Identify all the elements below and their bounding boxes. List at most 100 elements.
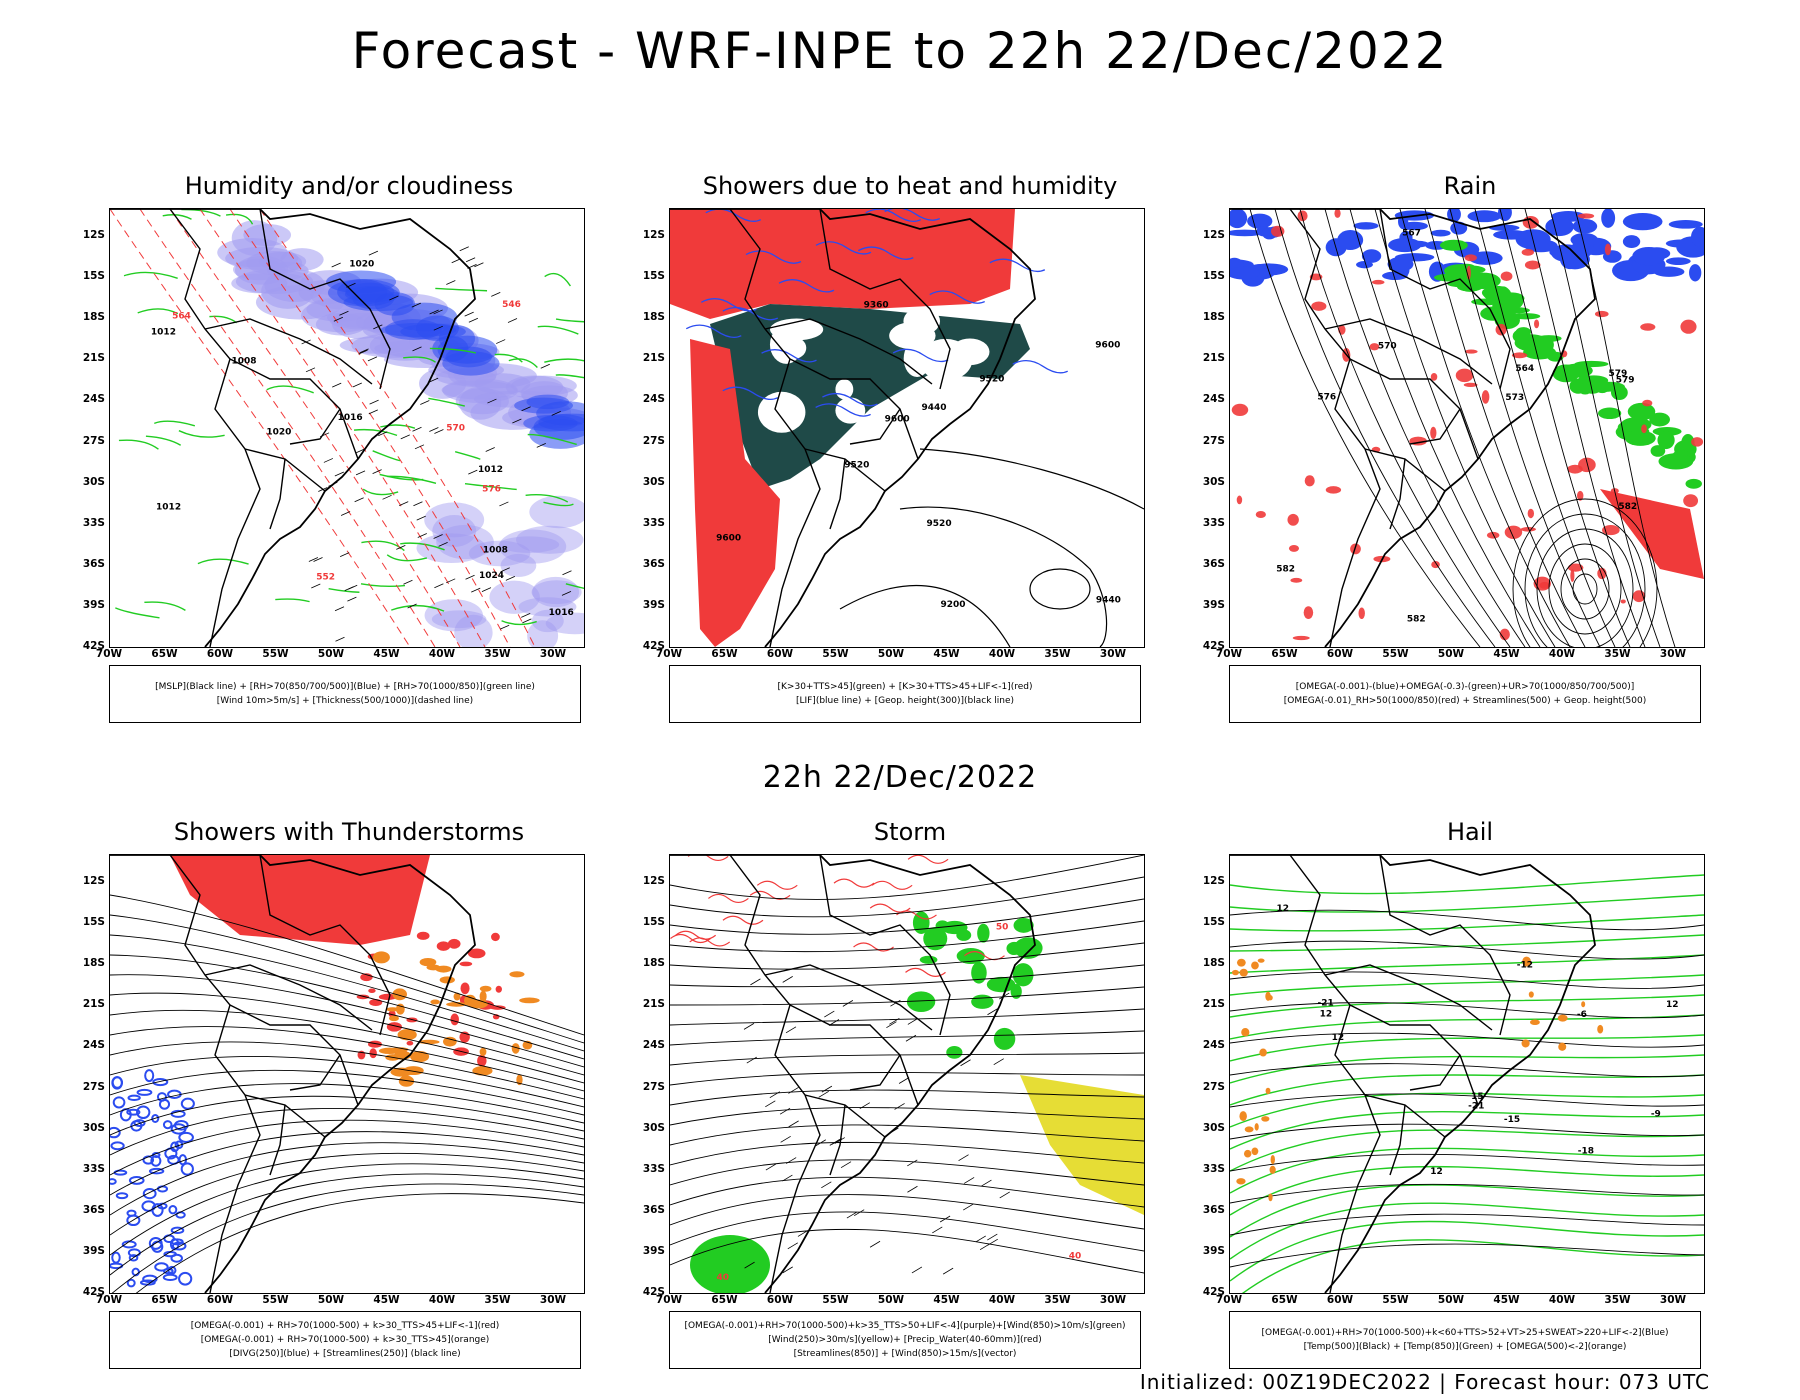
latitude-tick-label: 21S [1202,998,1225,1011]
legend-line: [OMEGA(-0.001) + RH>70(1000-500) + k>30_… [200,1335,490,1345]
panel-legend: [OMEGA(-0.001)-(blue)+OMEGA(-0.3)-(green… [1229,665,1701,723]
latitude-tick-label: 42S [1202,1286,1225,1298]
latitude-tick-label: 39S [1202,598,1225,611]
contour-label: -12 [1517,961,1533,971]
contour-label: 1008 [483,545,508,555]
longitude-tick-label: 60W [766,1294,794,1306]
latitude-tick-label: 33S [642,1162,665,1175]
latitude-tick-label: 21S [82,998,105,1011]
latitude-tick-label: 27S [1202,434,1225,447]
init-footer: Initialized: 00Z19DEC2022 | Forecast hou… [1139,1370,1710,1394]
longitude-tick-label: 70W [95,648,123,660]
legend-line: [OMEGA(-0.001)+RH>70(1000-500)+k<60+TTS>… [1261,1328,1669,1338]
contour-label: 40 [1069,1252,1082,1262]
legend-line: [Wind(250)>30m/s](yellow)+ [Precip_Water… [768,1335,1042,1345]
panel-legend: [MSLP](Black line) + [RH>70(850/700/500)… [109,665,581,723]
latitude-tick-label: 18S [642,311,665,324]
contour-label: 12 [1666,1000,1679,1010]
contour-label: 9520 [927,519,952,529]
map-canvas: 12 12 12 15 -6 -9 -12 -15 -18 -21 -21 12 12 [1230,855,1704,1293]
longitude-axis: 70W 65W 60W 55W 50W 45W 40W 35W 30W [656,1294,1143,1308]
latitude-tick-label: 30S [1202,1121,1225,1134]
forecast-map [109,854,585,1294]
map-canvas: 582 582 579 576 573 570 567 564 582 579 [1230,209,1704,647]
latitude-tick-label: 33S [82,516,105,529]
longitude-tick-label: 70W [1215,648,1243,660]
contour-label: 50 [996,922,1009,932]
latitude-tick-label: 24S [1202,1039,1225,1052]
longitude-tick-label: 55W [262,648,289,660]
longitude-tick-label: 60W [1326,648,1354,660]
longitude-tick-label: 60W [206,1294,234,1306]
panel-title: Showers with Thunderstorms [173,818,525,846]
contour-label: 9440 [921,403,946,413]
longitude-tick-label: 65W [711,1294,738,1306]
latitude-tick-label: 30S [642,475,665,488]
contour-label: 570 [446,423,465,433]
latitude-tick-label: 36S [642,1203,665,1216]
map-canvas: 40 50 40 [670,855,1144,1293]
contour-label: 564 [172,311,191,321]
forecast-map: 1012 1012 1008 1008 1016 1020 1024 1020 570 564 55… [109,208,585,648]
latitude-tick-label: 21S [82,352,105,365]
panel-title: Rain [1443,172,1497,200]
longitude-tick-label: 35W [1044,1294,1071,1306]
longitude-tick-label: 60W [766,648,794,660]
longitude-tick-label: 45W [1493,1294,1520,1306]
legend-line: [OMEGA(-0.001)-(blue)+OMEGA(-0.3)-(green… [1295,682,1635,692]
latitude-tick-label: 42S [642,1286,665,1298]
valid-time-title: 22h 22/Dec/2022 [762,760,1038,795]
legend-line: [Wind 10m>5m/s] + [Thickness(500/1000)](… [216,696,474,706]
longitude-axis: 70W 65W 60W 55W 50W 45W 40W 35W 30W [1216,1294,1703,1308]
panel-legend: [OMEGA(-0.001)+RH>70(1000-500)+k<60+TTS>… [1229,1311,1701,1369]
contour-label: 9600 [1095,340,1120,350]
contour-label: 1008 [231,356,256,366]
legend-line: [MSLP](Black line) + [RH>70(850/700/500)… [155,682,535,692]
latitude-tick-label: 27S [82,434,105,447]
longitude-tick-label: 35W [1044,648,1071,660]
longitude-tick-label: 45W [373,1294,400,1306]
latitude-tick-label: 18S [82,311,105,324]
contour-label: 582 [1407,614,1426,624]
contour-label: 9520 [844,460,869,470]
latitude-tick-label: 15S [82,916,105,929]
longitude-tick-label: 65W [151,1294,178,1306]
latitude-axis: 12S 15S 18S 21S 24S 27S 30S 33S 36S 39S 42S [69,208,105,652]
longitude-tick-label: 40W [428,648,456,660]
longitude-tick-label: 35W [1604,648,1631,660]
contour-label: 1020 [266,427,291,437]
contour-label: 579 [1609,369,1628,379]
contour-label: -9 [1651,1110,1661,1120]
latitude-tick-label: 18S [1202,957,1225,970]
contour-label: 12 [1430,1167,1443,1177]
latitude-tick-label: 24S [82,1039,105,1052]
latitude-tick-label: 24S [642,1039,665,1052]
contour-label: -6 [1577,1010,1587,1020]
latitude-tick-label: 21S [1202,352,1225,365]
contour-label: 1024 [479,571,504,581]
legend-line: [Streamlines(850)] + [Wind(850)>15m/s](v… [793,1349,1017,1359]
longitude-axis: 70W 65W 60W 55W 50W 45W 40W 35W 30W [1216,648,1703,662]
latitude-tick-label: 15S [82,270,105,283]
longitude-tick-label: 35W [484,648,511,660]
contour-label: 1016 [338,413,363,423]
longitude-tick-label: 40W [1548,648,1576,660]
latitude-tick-label: 33S [82,1162,105,1175]
latitude-tick-label: 18S [1202,311,1225,324]
latitude-tick-label: 39S [82,1244,105,1257]
latitude-tick-label: 36S [642,557,665,570]
contour-label: 1012 [156,503,181,513]
longitude-tick-label: 65W [1271,1294,1298,1306]
latitude-tick-label: 30S [642,1121,665,1134]
longitude-tick-label: 35W [484,1294,511,1306]
latitude-tick-label: 24S [1202,393,1225,406]
longitude-tick-label: 40W [988,1294,1016,1306]
latitude-tick-label: 15S [642,270,665,283]
longitude-tick-label: 30W [539,648,567,660]
map-canvas: 1012 1012 1008 1008 1016 1020 1024 1020 570 564 55… [110,209,584,647]
panel-title: Storm [873,818,947,846]
panel-legend: [K>30+TTS>45](green) + [K>30+TTS>45+LIF<… [669,665,1141,723]
longitude-axis: 70W 65W 60W 55W 50W 45W 40W 35W 30W [656,648,1143,662]
latitude-tick-label: 42S [642,640,665,652]
latitude-axis: 12S 15S 18S 21S 24S 27S 30S 33S 36S 39S 42S [69,854,105,1298]
